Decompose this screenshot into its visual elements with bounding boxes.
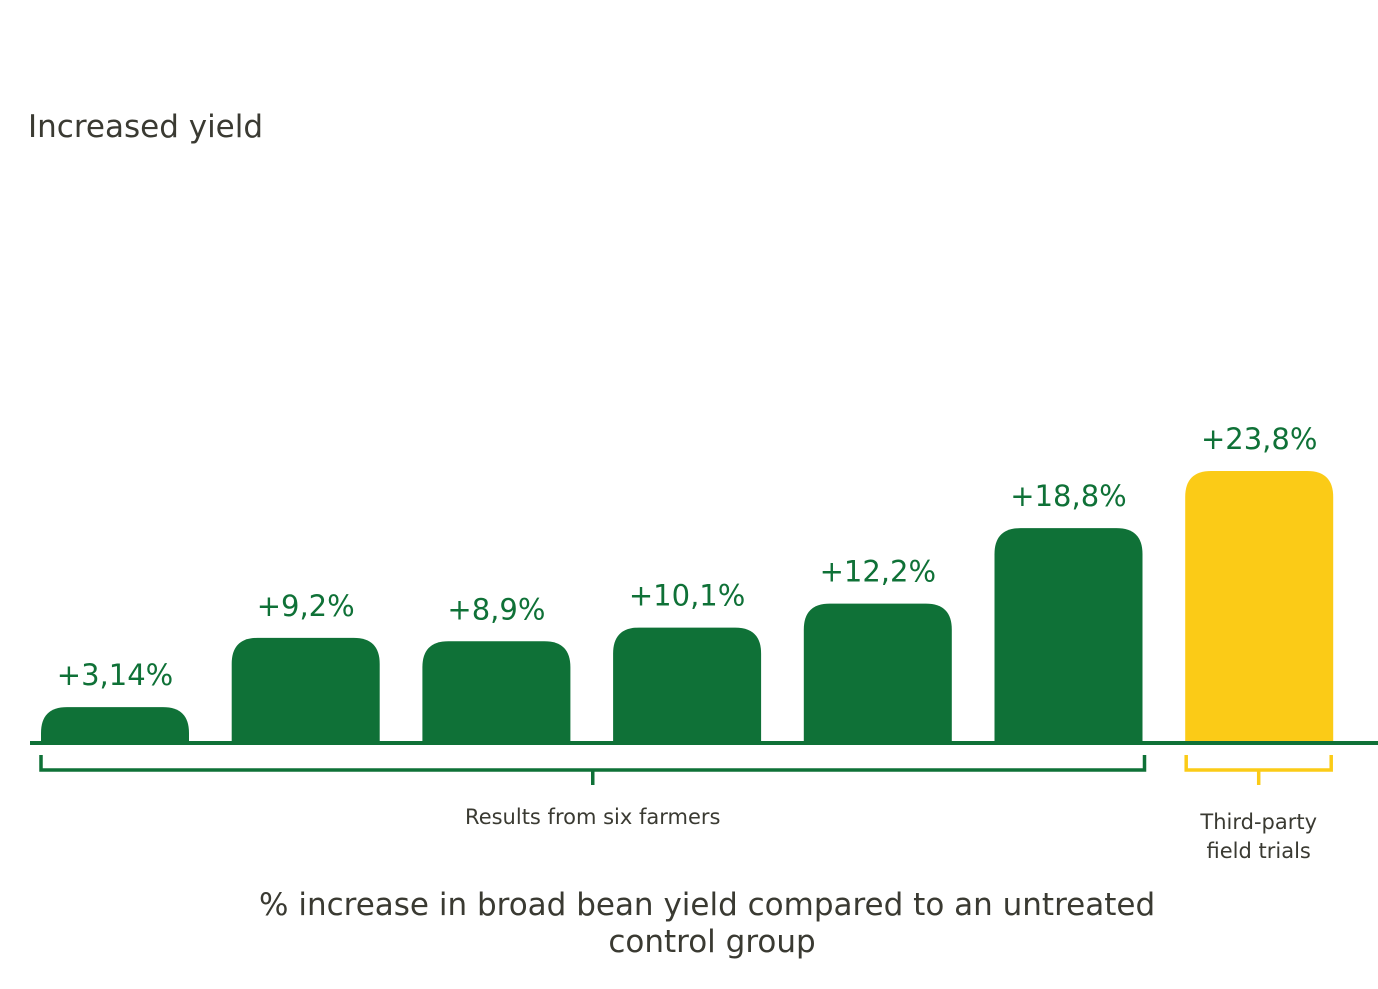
bar-4 — [613, 627, 762, 743]
bar-7 — [1185, 471, 1334, 743]
value-label-5: +12,2% — [820, 555, 936, 589]
bar-5 — [803, 603, 952, 743]
group-label-2-line-1: Third-party — [1199, 810, 1317, 834]
group-label-1-line-1: Results from six farmers — [465, 805, 720, 829]
value-label-4: +10,1% — [629, 579, 745, 613]
x-axis-caption: % increase in broad bean yield compared … — [259, 887, 1165, 960]
x-axis-caption-line-1: % increase in broad bean yield compared … — [259, 887, 1155, 923]
group-bracket-2 — [1184, 755, 1333, 785]
value-label-7: +23,8% — [1201, 422, 1317, 456]
bars-layer — [41, 471, 1334, 743]
value-label-2: +9,2% — [257, 589, 355, 623]
group-bracket-1 — [39, 755, 1147, 785]
group-label-2-line-2: field trials — [1207, 839, 1311, 863]
bar-3 — [422, 641, 571, 743]
x-axis-caption-line-2: control group — [608, 924, 815, 960]
value-labels-layer: +3,14% +9,2% +8,9% +10,1% +12,2% +18,8% +23,8% — [57, 422, 1318, 692]
bar-1 — [41, 707, 189, 743]
chart-title: Increased yield — [28, 109, 263, 145]
group-labels-layer: Results from six farmers Third-party field… — [465, 805, 1317, 863]
bar-6 — [994, 528, 1143, 743]
value-label-3: +8,9% — [447, 592, 545, 626]
bar-2 — [231, 637, 380, 743]
value-label-1: +3,14% — [57, 658, 173, 692]
group-brackets-layer — [39, 755, 1333, 785]
value-label-6: +18,8% — [1010, 479, 1126, 513]
